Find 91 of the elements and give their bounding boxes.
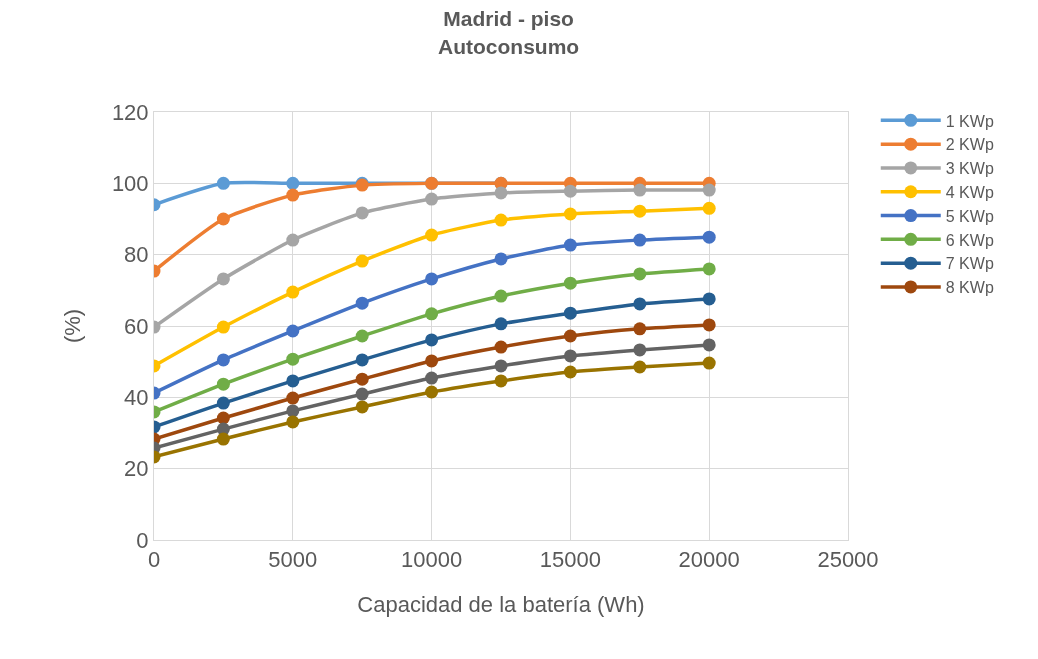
point <box>355 387 369 401</box>
point <box>355 329 369 343</box>
legend-label: 6 KWp <box>945 231 994 249</box>
point <box>286 188 300 202</box>
chart-subtitle: Autoconsumo <box>438 34 580 58</box>
point <box>563 329 577 343</box>
point <box>494 252 508 266</box>
x-tick-label: 25000 <box>817 547 879 573</box>
y-tick-label: 80 <box>124 242 149 268</box>
point <box>702 230 716 244</box>
point <box>633 360 647 374</box>
x-tick-label: 10000 <box>401 547 463 573</box>
point <box>425 371 439 385</box>
point <box>286 324 300 338</box>
y-tick-label: 60 <box>124 313 149 339</box>
point <box>286 404 300 418</box>
point <box>563 184 577 198</box>
point <box>702 338 716 352</box>
legend-label: 2 KWp <box>945 136 994 154</box>
point <box>355 206 369 220</box>
point <box>216 320 230 334</box>
point <box>286 352 300 366</box>
point <box>216 212 230 226</box>
point <box>286 374 300 388</box>
legend-label: 5 KWp <box>945 207 994 225</box>
x-tick-label: 15000 <box>539 547 601 573</box>
y-tick-label: 40 <box>124 385 149 411</box>
point <box>633 233 647 247</box>
y-tick-label: 100 <box>111 171 149 197</box>
point <box>494 213 508 227</box>
point <box>286 391 300 405</box>
x-tick-label: 5000 <box>268 547 318 573</box>
legend-label: 8 KWp <box>945 279 994 297</box>
point <box>425 228 439 242</box>
point <box>425 385 439 399</box>
y-axis-title: (%) <box>59 308 85 344</box>
point <box>355 353 369 367</box>
chart-title: Madrid - piso <box>443 7 574 31</box>
legend-label: 4 KWp <box>945 183 994 201</box>
point <box>633 343 647 357</box>
point <box>633 297 647 311</box>
point <box>563 207 577 221</box>
point <box>563 238 577 252</box>
point <box>425 192 439 206</box>
point <box>425 307 439 321</box>
y-tick-label: 20 <box>124 456 149 482</box>
point <box>702 262 716 276</box>
legend-label: 1 KWp <box>945 112 994 130</box>
point <box>216 432 230 446</box>
point <box>216 353 230 367</box>
point <box>563 306 577 320</box>
point <box>286 176 300 190</box>
point <box>702 292 716 306</box>
point <box>216 411 230 425</box>
point <box>355 372 369 386</box>
point <box>494 289 508 303</box>
point <box>216 396 230 410</box>
y-tick-label: 120 <box>111 99 149 125</box>
y-tick-label: 0 <box>136 527 149 553</box>
point <box>425 354 439 368</box>
legend-label: 3 KWp <box>945 160 994 178</box>
point <box>286 415 300 429</box>
point <box>355 296 369 310</box>
point <box>563 349 577 363</box>
point <box>494 186 508 200</box>
point <box>633 322 647 336</box>
x-axis-title: Capacidad de la batería (Wh) <box>357 592 645 618</box>
point <box>494 374 508 388</box>
point <box>702 318 716 332</box>
point <box>702 183 716 197</box>
point <box>286 233 300 247</box>
legend-label: 7 KWp <box>945 255 994 273</box>
x-tick-label: 20000 <box>678 547 740 573</box>
point <box>563 365 577 379</box>
point <box>425 272 439 286</box>
point <box>633 183 647 197</box>
point <box>702 356 716 370</box>
point <box>216 272 230 286</box>
point <box>494 359 508 373</box>
point <box>494 317 508 331</box>
point <box>216 176 230 190</box>
point <box>216 377 230 391</box>
point <box>286 285 300 299</box>
point <box>425 333 439 347</box>
point <box>633 267 647 281</box>
point <box>563 276 577 290</box>
point <box>355 400 369 414</box>
point <box>355 254 369 268</box>
point <box>494 340 508 354</box>
point <box>633 204 647 218</box>
point <box>702 201 716 215</box>
